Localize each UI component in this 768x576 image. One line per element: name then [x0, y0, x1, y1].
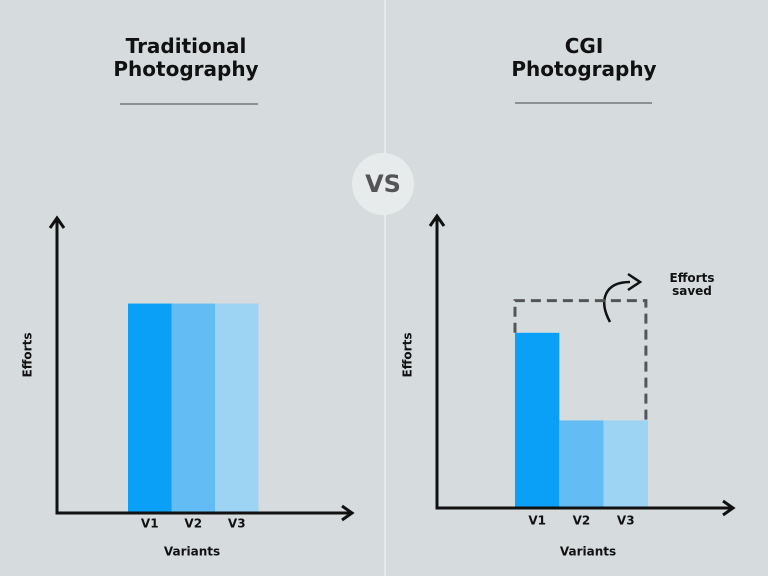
axis-arrow	[48, 215, 66, 229]
x-tick-label: V2	[573, 514, 591, 528]
x-tick-label: V3	[228, 517, 246, 531]
x-axis-label: Variants	[560, 545, 616, 559]
y-axis-label: Efforts	[401, 333, 415, 378]
annotation: Efforts saved	[669, 271, 715, 298]
x-axis-label: Variants	[164, 545, 220, 559]
axis	[55, 218, 352, 515]
bar	[515, 332, 560, 508]
arrow-head	[627, 272, 643, 292]
reference-outline	[513, 299, 648, 421]
bar	[559, 420, 604, 508]
bar	[128, 303, 172, 513]
x-tick-label: V1	[141, 517, 159, 531]
bar	[603, 420, 648, 508]
axis-arrow	[722, 499, 736, 517]
axis	[435, 216, 733, 510]
bar	[171, 303, 215, 513]
y-axis-label: Efforts	[21, 333, 35, 378]
vs-text: VS	[365, 170, 401, 198]
x-tick-label: V1	[528, 514, 546, 528]
chart-title: CGI Photography	[511, 34, 657, 81]
vs-badge	[352, 153, 414, 215]
arrow	[603, 280, 631, 323]
axis-arrow	[341, 504, 355, 522]
x-tick-label: V2	[184, 517, 202, 531]
axis-arrow	[428, 213, 446, 227]
x-tick-label: V3	[617, 514, 635, 528]
bar	[215, 303, 259, 513]
chart-title: Traditional Photography	[113, 34, 259, 81]
